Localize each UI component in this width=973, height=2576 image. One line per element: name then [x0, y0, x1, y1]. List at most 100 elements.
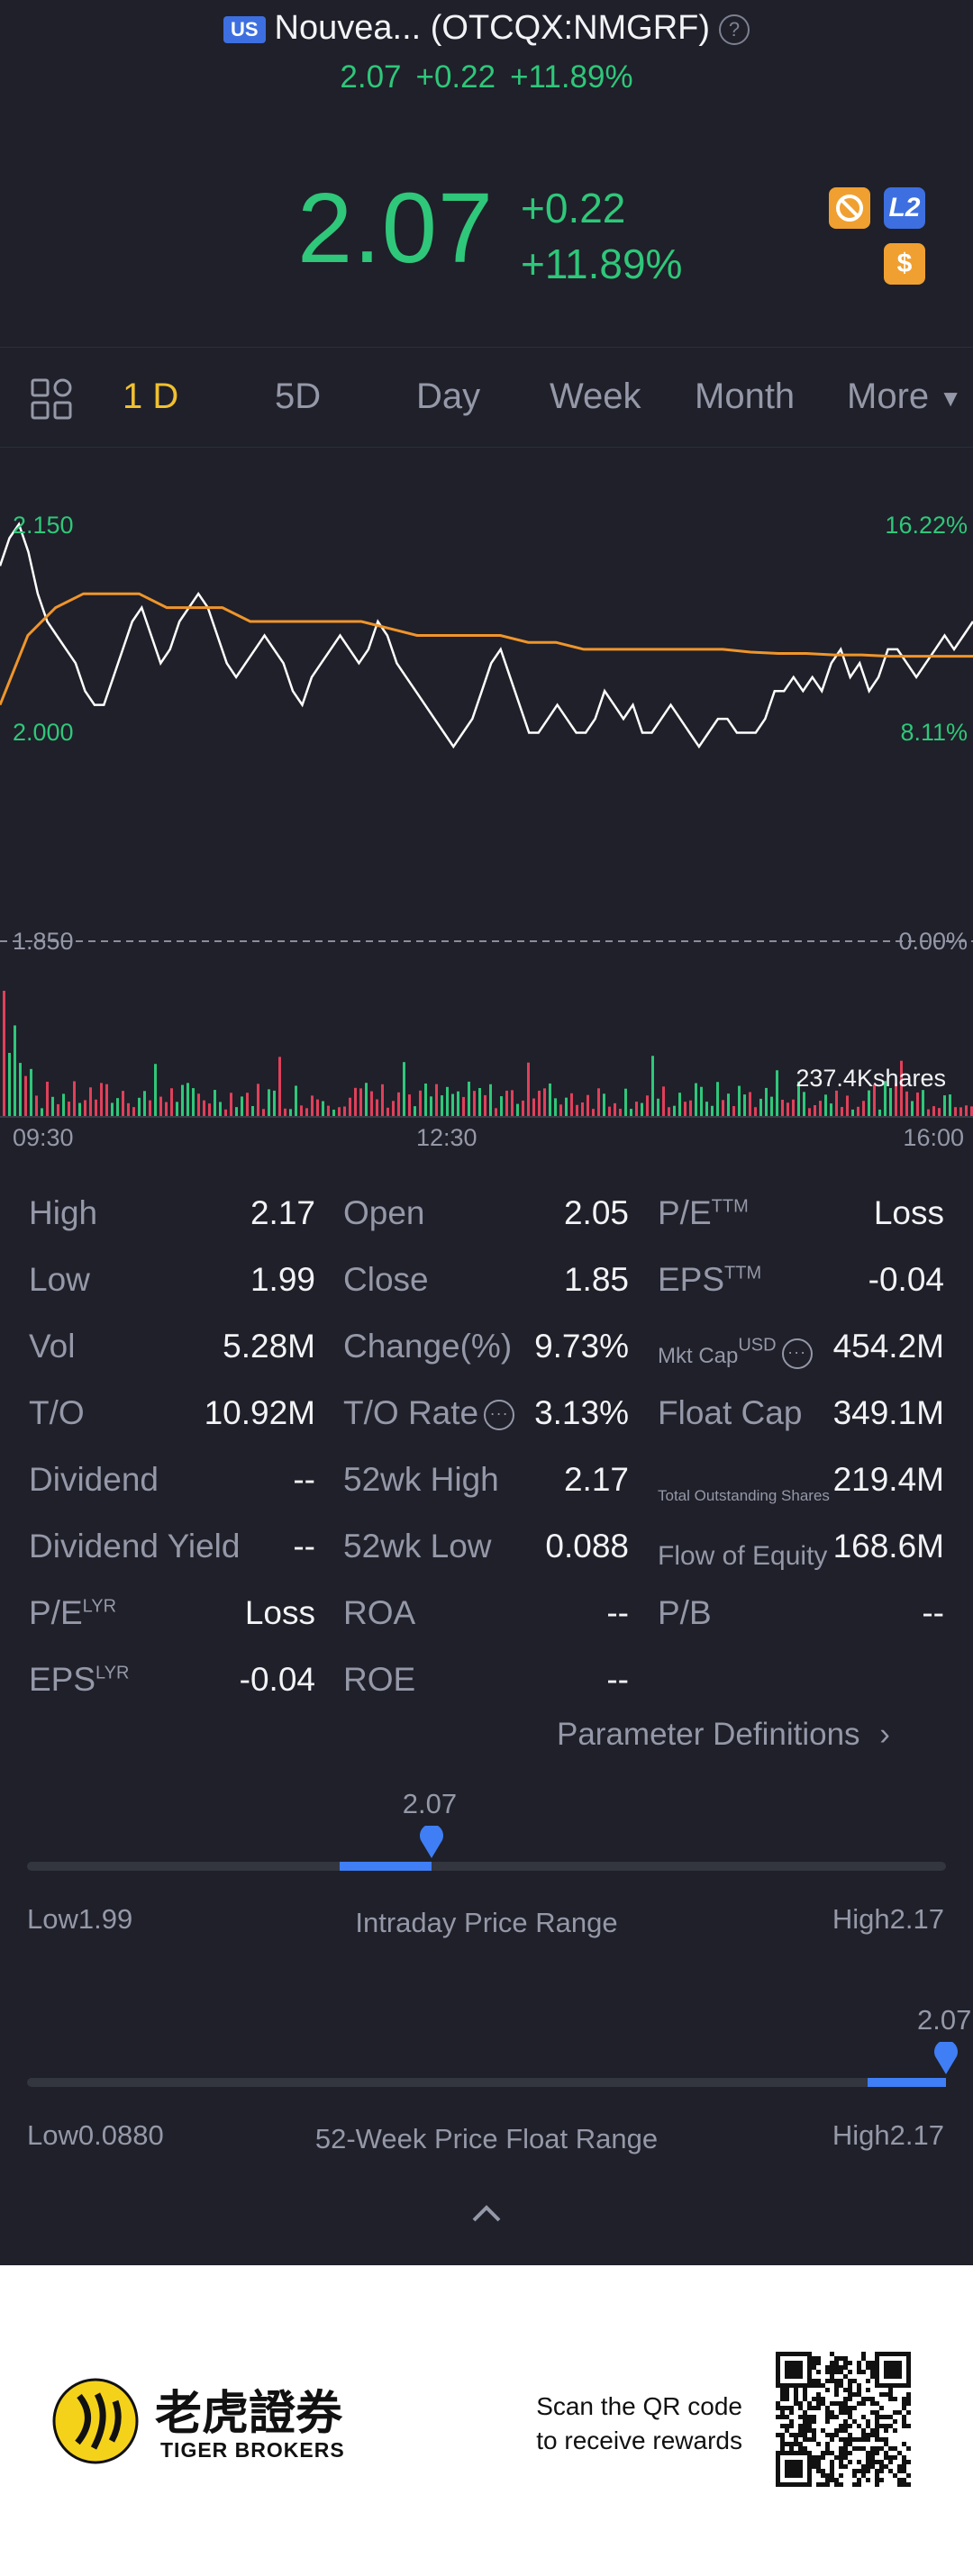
volume-bar — [668, 1107, 670, 1117]
tab-more[interactable]: More ▼ — [847, 376, 962, 417]
volume-bar — [241, 1096, 243, 1117]
qr-module — [812, 2419, 816, 2424]
more-info-icon[interactable]: ··· — [484, 1400, 515, 1431]
volume-bar — [938, 1108, 941, 1117]
stat-value-high: 2.17 — [250, 1194, 315, 1231]
volume-bar — [84, 1100, 86, 1117]
qr-module — [893, 2455, 897, 2460]
qr-module — [875, 2419, 879, 2424]
volume-bar — [505, 1090, 508, 1117]
qr-module — [861, 2356, 866, 2361]
volume-bar — [851, 1109, 854, 1117]
volume-bar — [641, 1102, 643, 1117]
volume-bar — [381, 1084, 384, 1117]
intraday-range-fill — [339, 1862, 432, 1871]
qr-module — [825, 2451, 830, 2455]
intraday-chart[interactable]: 2.150 2.000 1.850 16.22% 8.11% 0.00% 237… — [0, 450, 973, 1162]
chevron-up-icon[interactable] — [470, 2202, 503, 2228]
qr-module — [816, 2401, 821, 2406]
qr-module — [776, 2401, 780, 2406]
dollar-icon[interactable]: $ — [884, 243, 925, 285]
volume-bar — [73, 1081, 76, 1117]
qr-module — [861, 2397, 866, 2401]
qr-module — [830, 2433, 834, 2437]
volume-bar — [592, 1109, 595, 1117]
stat-value-dividend: -- — [293, 1461, 315, 1498]
volume-bar — [722, 1100, 724, 1117]
qr-module — [816, 2460, 821, 2464]
tab-5d[interactable]: 5D — [275, 376, 322, 416]
week52-range-track — [27, 2078, 946, 2087]
qr-code — [776, 2352, 911, 2491]
qr-module — [821, 2473, 825, 2478]
volume-bar — [911, 1101, 914, 1117]
y-label-mid-left: 2.000 — [13, 719, 74, 746]
help-icon[interactable]: ? — [719, 14, 750, 45]
volume-bar — [808, 1108, 811, 1117]
volume-bar — [343, 1106, 346, 1117]
qr-module — [888, 2455, 893, 2460]
qr-module — [843, 2442, 848, 2446]
qr-module — [812, 2379, 816, 2383]
qr-module — [906, 2410, 911, 2415]
volume-bar — [154, 1064, 157, 1117]
stat-label-change-pct: Change(%) — [343, 1328, 513, 1365]
qr-module — [776, 2433, 780, 2437]
qr-module — [803, 2388, 807, 2392]
qr-module — [839, 2428, 843, 2433]
tab-day[interactable]: Day — [416, 376, 481, 416]
qr-module — [870, 2410, 875, 2415]
qr-module — [825, 2442, 830, 2446]
stat-value-pe-lyr: Loss — [244, 1594, 315, 1631]
qr-module — [780, 2424, 785, 2428]
volume-bar — [176, 1102, 178, 1117]
qr-module — [803, 2433, 807, 2437]
qr-module — [884, 2437, 888, 2442]
volume-bar — [262, 1109, 265, 1117]
volume-bar — [565, 1097, 568, 1117]
stat-value-52wk-high: 2.17 — [563, 1461, 629, 1498]
qr-module — [825, 2410, 830, 2415]
stat-label-pb: P/B — [658, 1594, 712, 1631]
parameter-definitions-link[interactable]: Parameter Definitions › — [557, 1717, 890, 1753]
qr-module — [830, 2478, 834, 2482]
tab-month[interactable]: Month — [695, 376, 796, 416]
y-label-base-left: 1.850 — [13, 928, 74, 955]
qr-module — [807, 2401, 812, 2406]
level2-icon[interactable]: L2 — [884, 187, 925, 229]
volume-bar — [651, 1056, 654, 1117]
volume-bar — [219, 1102, 222, 1117]
volume-bar — [608, 1106, 611, 1117]
tab-1d[interactable]: 1 D — [123, 376, 179, 416]
volume-bar — [251, 1105, 254, 1117]
stock-title[interactable]: US Nouvea... (OTCQX:NMGRF)? — [0, 9, 973, 48]
qr-module — [807, 2428, 812, 2433]
volume-bar — [203, 1100, 205, 1117]
qr-module — [870, 2361, 875, 2365]
intraday-range: 2.07 Low1.99 Intraday Price Range High2.… — [0, 1779, 973, 1959]
qr-module — [870, 2446, 875, 2451]
qr-module — [879, 2469, 884, 2473]
qr-module — [866, 2433, 870, 2437]
qr-module — [888, 2424, 893, 2428]
y-label-base-right: 0.00% — [898, 928, 968, 955]
stat-label-eps-lyr: EPSLYR — [29, 1661, 129, 1699]
volume-bar — [62, 1093, 65, 1117]
stat-label-dividend: Dividend — [29, 1461, 159, 1498]
volume-bar — [857, 1106, 859, 1117]
volume-bar — [862, 1101, 865, 1117]
volume-bar — [927, 1109, 930, 1117]
grid-menu-icon[interactable] — [31, 378, 72, 424]
stat-value-dividend-yield: -- — [293, 1528, 315, 1565]
tab-week[interactable]: Week — [550, 376, 641, 416]
qr-module — [875, 2410, 879, 2415]
volume-bar — [538, 1090, 541, 1117]
qr-module — [857, 2401, 861, 2406]
volume-bar — [127, 1102, 130, 1117]
qr-module — [780, 2437, 785, 2442]
qr-module — [843, 2464, 848, 2469]
no-sign-icon[interactable] — [829, 187, 870, 229]
qr-module — [866, 2464, 870, 2469]
more-info-icon[interactable]: ··· — [781, 1338, 813, 1370]
qr-module — [843, 2365, 848, 2370]
